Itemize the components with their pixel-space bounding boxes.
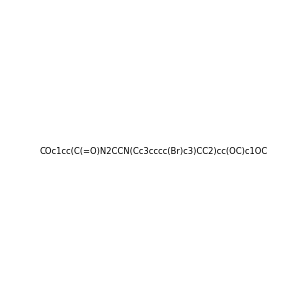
- Text: COc1cc(C(=O)N2CCN(Cc3cccc(Br)c3)CC2)cc(OC)c1OC: COc1cc(C(=O)N2CCN(Cc3cccc(Br)c3)CC2)cc(O…: [40, 147, 268, 156]
